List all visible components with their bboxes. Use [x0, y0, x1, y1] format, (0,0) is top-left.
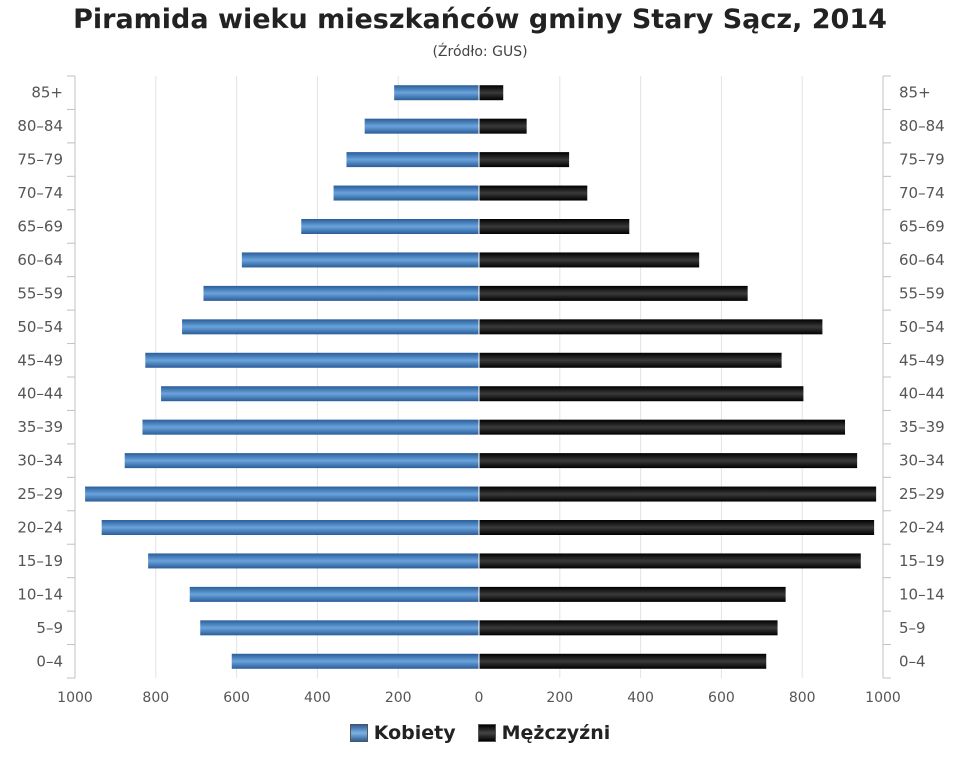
category-label-left: 70–74: [17, 184, 63, 202]
x-tick-label: 800: [142, 690, 169, 706]
chart-title: Piramida wieku mieszkańców gminy Stary S…: [73, 4, 887, 35]
legend-label-female: Kobiety: [373, 722, 456, 744]
category-label-left: 65–69: [17, 218, 63, 236]
category-label-right: 70–74: [899, 184, 945, 202]
category-label-right: 45–49: [899, 351, 945, 369]
legend-swatch-female: [349, 724, 368, 742]
bar-male[interactable]: [479, 653, 767, 669]
category-label-left: 5–9: [36, 619, 63, 637]
x-tick-label: 600: [223, 690, 250, 706]
category-label-left: 85+: [31, 84, 63, 102]
category-label-left: 45–49: [17, 351, 63, 369]
bar-male[interactable]: [479, 620, 778, 636]
chart-legend: Kobiety Mężczyźni: [0, 722, 960, 744]
x-tick-label: 800: [789, 690, 816, 706]
bar-female[interactable]: [333, 185, 479, 201]
bar-male[interactable]: [479, 586, 786, 602]
category-label-right: 0–4: [899, 652, 926, 670]
legend-item-female[interactable]: Kobiety: [349, 722, 456, 744]
category-label-left: 50–54: [17, 318, 63, 336]
category-label-right: 40–44: [899, 385, 945, 403]
category-label-left: 0–4: [36, 652, 63, 670]
legend-item-male[interactable]: Mężczyźni: [477, 722, 611, 744]
category-label-right: 20–24: [899, 519, 945, 537]
category-label-right: 5–9: [899, 619, 926, 637]
bar-female[interactable]: [346, 152, 479, 168]
bar-female[interactable]: [124, 453, 479, 469]
bar-male[interactable]: [479, 486, 877, 502]
bar-male[interactable]: [479, 152, 570, 168]
bar-male[interactable]: [479, 386, 804, 402]
category-label-right: 60–64: [899, 251, 945, 269]
x-tick-label: 1000: [865, 690, 901, 706]
category-label-right: 80–84: [899, 117, 945, 135]
category-label-right: 15–19: [899, 552, 945, 570]
bar-male[interactable]: [479, 453, 858, 469]
bar-male[interactable]: [479, 252, 700, 268]
bar-male[interactable]: [479, 319, 823, 335]
x-tick-label: 1000: [57, 690, 93, 706]
category-label-left: 30–34: [17, 452, 63, 470]
bar-female[interactable]: [189, 586, 479, 602]
x-tick-label: 200: [546, 690, 573, 706]
bar-female[interactable]: [85, 486, 479, 502]
bar-male[interactable]: [479, 352, 782, 368]
bar-female[interactable]: [101, 520, 479, 535]
legend-swatch-male: [477, 724, 496, 742]
bar-male[interactable]: [479, 85, 504, 101]
bar-female[interactable]: [241, 252, 479, 268]
bar-male[interactable]: [479, 118, 527, 134]
category-label-left: 15–19: [17, 552, 63, 570]
bar-female[interactable]: [301, 219, 479, 234]
category-label-left: 75–79: [17, 151, 63, 169]
x-tick-label: 0: [475, 690, 484, 706]
category-label-right: 35–39: [899, 418, 945, 436]
category-label-left: 20–24: [17, 519, 63, 537]
bar-female[interactable]: [203, 285, 480, 301]
category-label-right: 85+: [899, 84, 931, 102]
category-label-left: 80–84: [17, 117, 63, 135]
category-label-right: 25–29: [899, 485, 945, 503]
category-label-right: 75–79: [899, 151, 945, 169]
category-label-left: 55–59: [17, 284, 63, 302]
bar-male[interactable]: [479, 419, 846, 435]
category-label-right: 50–54: [899, 318, 945, 336]
bar-male[interactable]: [479, 185, 588, 201]
category-label-left: 25–29: [17, 485, 63, 503]
x-tick-label: 400: [304, 690, 331, 706]
bar-female[interactable]: [148, 553, 479, 569]
chart-subtitle: (Źródło: GUS): [432, 44, 528, 60]
bar-female[interactable]: [364, 118, 479, 134]
bar-male[interactable]: [479, 520, 875, 535]
x-tick-label: 600: [708, 690, 735, 706]
x-tick-label: 200: [385, 690, 412, 706]
bar-female[interactable]: [394, 85, 479, 101]
category-label-right: 65–69: [899, 218, 945, 236]
legend-label-male: Mężczyźni: [501, 722, 611, 744]
bar-female[interactable]: [200, 620, 480, 636]
category-label-right: 55–59: [899, 284, 945, 302]
category-label-left: 35–39: [17, 418, 63, 436]
bar-male[interactable]: [479, 219, 630, 234]
category-label-left: 60–64: [17, 251, 63, 269]
bar-female[interactable]: [142, 419, 479, 435]
x-tick-label: 400: [627, 690, 654, 706]
bar-male[interactable]: [479, 285, 748, 301]
bar-female[interactable]: [231, 653, 479, 669]
bar-female[interactable]: [161, 386, 479, 402]
category-label-right: 30–34: [899, 452, 945, 470]
bar-female[interactable]: [145, 352, 479, 368]
bar-female[interactable]: [182, 319, 479, 335]
category-label-left: 10–14: [17, 585, 63, 603]
category-label-right: 10–14: [899, 585, 945, 603]
bar-male[interactable]: [479, 553, 861, 569]
category-label-left: 40–44: [17, 385, 63, 403]
